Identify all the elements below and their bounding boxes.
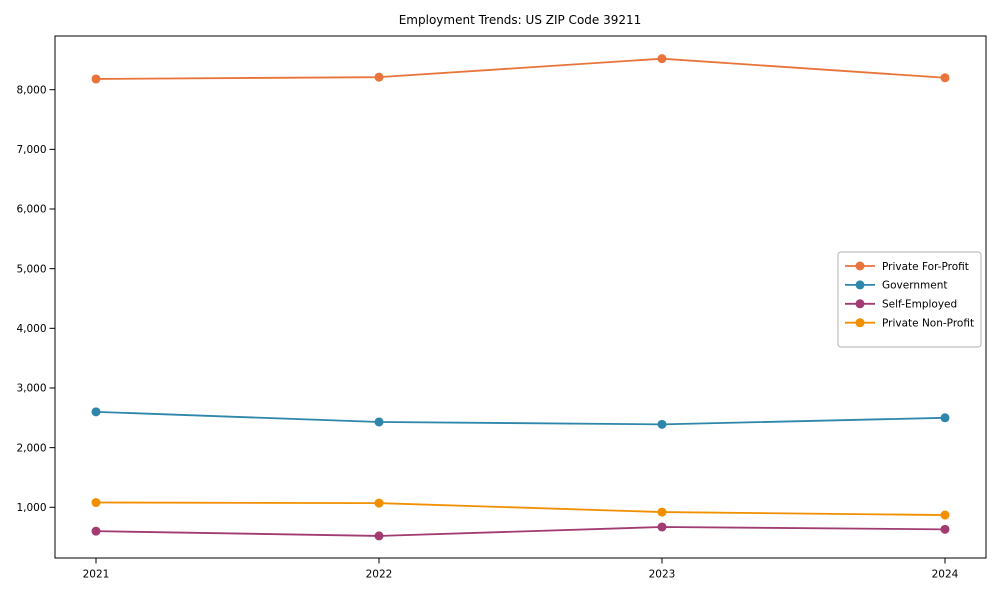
data-point-self-employed-2021 — [91, 526, 101, 536]
legend-marker-dot — [855, 318, 865, 328]
data-point-government-2022 — [374, 417, 384, 427]
y-tick-label: 3,000 — [16, 383, 46, 395]
data-point-government-2023 — [657, 419, 667, 429]
legend-label: Private Non-Profit — [882, 318, 974, 330]
x-tick-label: 2022 — [366, 569, 393, 581]
series-line-self-employed — [95, 526, 946, 537]
y-tick-label: 2,000 — [16, 442, 46, 454]
y-tick-label: 5,000 — [16, 263, 46, 275]
y-tick-label: 8,000 — [16, 84, 46, 96]
plot-area: 1,000 2,000 3,000 4,000 5,000 6,000 7,000 8,000… — [16, 35, 987, 581]
data-point-government-2024 — [940, 413, 950, 423]
data-point-private-non-profit-2023 — [657, 507, 667, 517]
data-point-private-non-profit-2024 — [940, 510, 950, 520]
data-point-self-employed-2022 — [374, 531, 384, 541]
legend-entry-private-for-profit: Private For-Profit — [845, 261, 969, 273]
legend-marker-dot — [855, 261, 865, 271]
data-point-private-for-profit-2022 — [374, 72, 384, 82]
legend-label: Self-Employed — [882, 299, 957, 311]
chart-title: Employment Trends: US ZIP Code 39211 — [399, 13, 642, 27]
legend-label: Government — [882, 280, 947, 292]
data-point-self-employed-2024 — [940, 524, 950, 534]
data-point-private-non-profit-2021 — [91, 498, 101, 508]
legend-entry-private-non-profit: Private Non-Profit — [845, 318, 974, 330]
data-point-private-non-profit-2022 — [374, 498, 384, 508]
legend: Private For-Profit Government Self-Employe… — [837, 251, 982, 348]
plot-border — [54, 35, 987, 559]
data-point-private-for-profit-2024 — [940, 73, 950, 83]
y-tick-label: 6,000 — [16, 204, 46, 216]
series-line-private-non-profit — [95, 501, 946, 516]
y-tick-label: 4,000 — [16, 323, 46, 335]
legend-entry-self-employed: Self-Employed — [845, 299, 957, 311]
data-point-self-employed-2023 — [657, 522, 667, 532]
y-tick-label: 1,000 — [16, 502, 46, 514]
data-point-government-2021 — [91, 407, 101, 417]
series-line-private-for-profit — [95, 57, 946, 80]
x-tick-label: 2024 — [932, 569, 959, 581]
x-tick-label: 2023 — [649, 569, 676, 581]
series-line-government — [95, 410, 946, 426]
x-tick-label: 2021 — [83, 569, 110, 581]
legend-entry-government: Government — [845, 280, 947, 292]
data-point-private-for-profit-2021 — [91, 74, 101, 84]
y-tick-label: 7,000 — [16, 144, 46, 156]
data-point-private-for-profit-2023 — [657, 54, 667, 64]
legend-marker-dot — [855, 280, 865, 290]
legend-marker-dot — [855, 299, 865, 309]
legend-label: Private For-Profit — [882, 261, 969, 273]
